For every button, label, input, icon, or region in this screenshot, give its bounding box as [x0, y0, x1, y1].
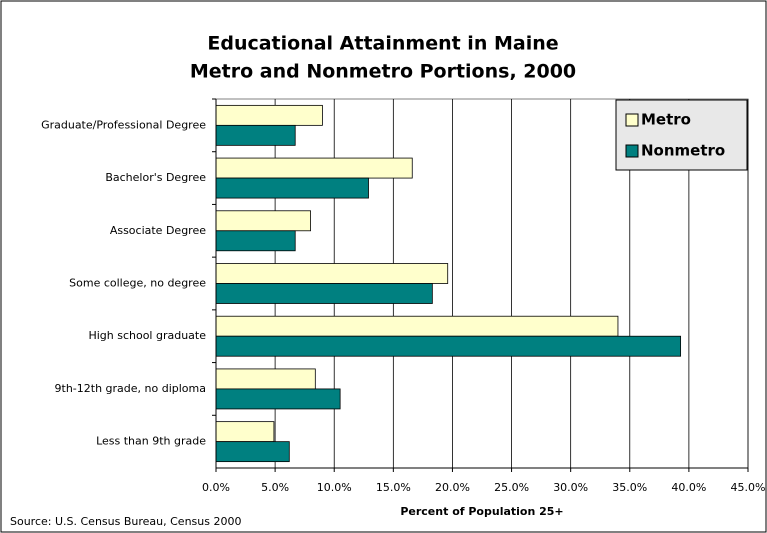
chart-subtitle: Metro and Nonmetro Portions, 2000 — [190, 61, 576, 83]
x-tick-label: 5.0% — [261, 481, 289, 494]
x-tick-label: 30.0% — [553, 481, 588, 494]
chart-title: Educational Attainment in Maine — [207, 33, 558, 55]
bar — [215, 177, 369, 199]
y-tick-label: Associate Degree — [110, 224, 206, 237]
bar — [215, 421, 275, 443]
x-tick-label: 35.0% — [612, 481, 647, 494]
y-tick-label: High school graduate — [88, 329, 206, 342]
source: Source: U.S. Census Bureau, Census 2000 — [10, 515, 241, 528]
legend-label: Metro — [641, 111, 691, 129]
y-tick-label: Graduate/Professional Degree — [41, 118, 206, 131]
x-tick-label: 10.0% — [317, 481, 352, 494]
y-tick-label: Some college, no degree — [69, 277, 206, 290]
legend-swatch — [625, 144, 639, 158]
bar — [215, 368, 316, 390]
x-tick-label: 25.0% — [494, 481, 529, 494]
y-tick-label: Bachelor's Degree — [105, 171, 206, 184]
bar — [215, 335, 682, 357]
x-tick-label: 15.0% — [376, 481, 411, 494]
legend-swatch — [625, 113, 639, 127]
bar — [215, 210, 311, 232]
y-tick-label: Less than 9th grade — [96, 435, 206, 448]
bar — [215, 441, 290, 463]
bar — [215, 104, 323, 126]
legend-box — [615, 99, 748, 171]
bar — [215, 388, 341, 410]
bar — [215, 263, 449, 284]
bar — [215, 230, 296, 252]
bar — [215, 315, 619, 337]
x-tick-label: 20.0% — [435, 481, 470, 494]
x-tick-label: 45.0% — [731, 481, 766, 494]
x-tick-label: 0.0% — [202, 481, 230, 494]
legend-label: Nonmetro — [641, 142, 725, 160]
bar — [215, 157, 413, 179]
bar — [215, 283, 433, 304]
x-tick-label: 40.0% — [671, 481, 706, 494]
y-tick-label: 9th-12th grade, no diploma — [55, 382, 206, 395]
bar — [215, 124, 296, 146]
x-axis-label: Percent of Population 25+ — [400, 505, 563, 518]
